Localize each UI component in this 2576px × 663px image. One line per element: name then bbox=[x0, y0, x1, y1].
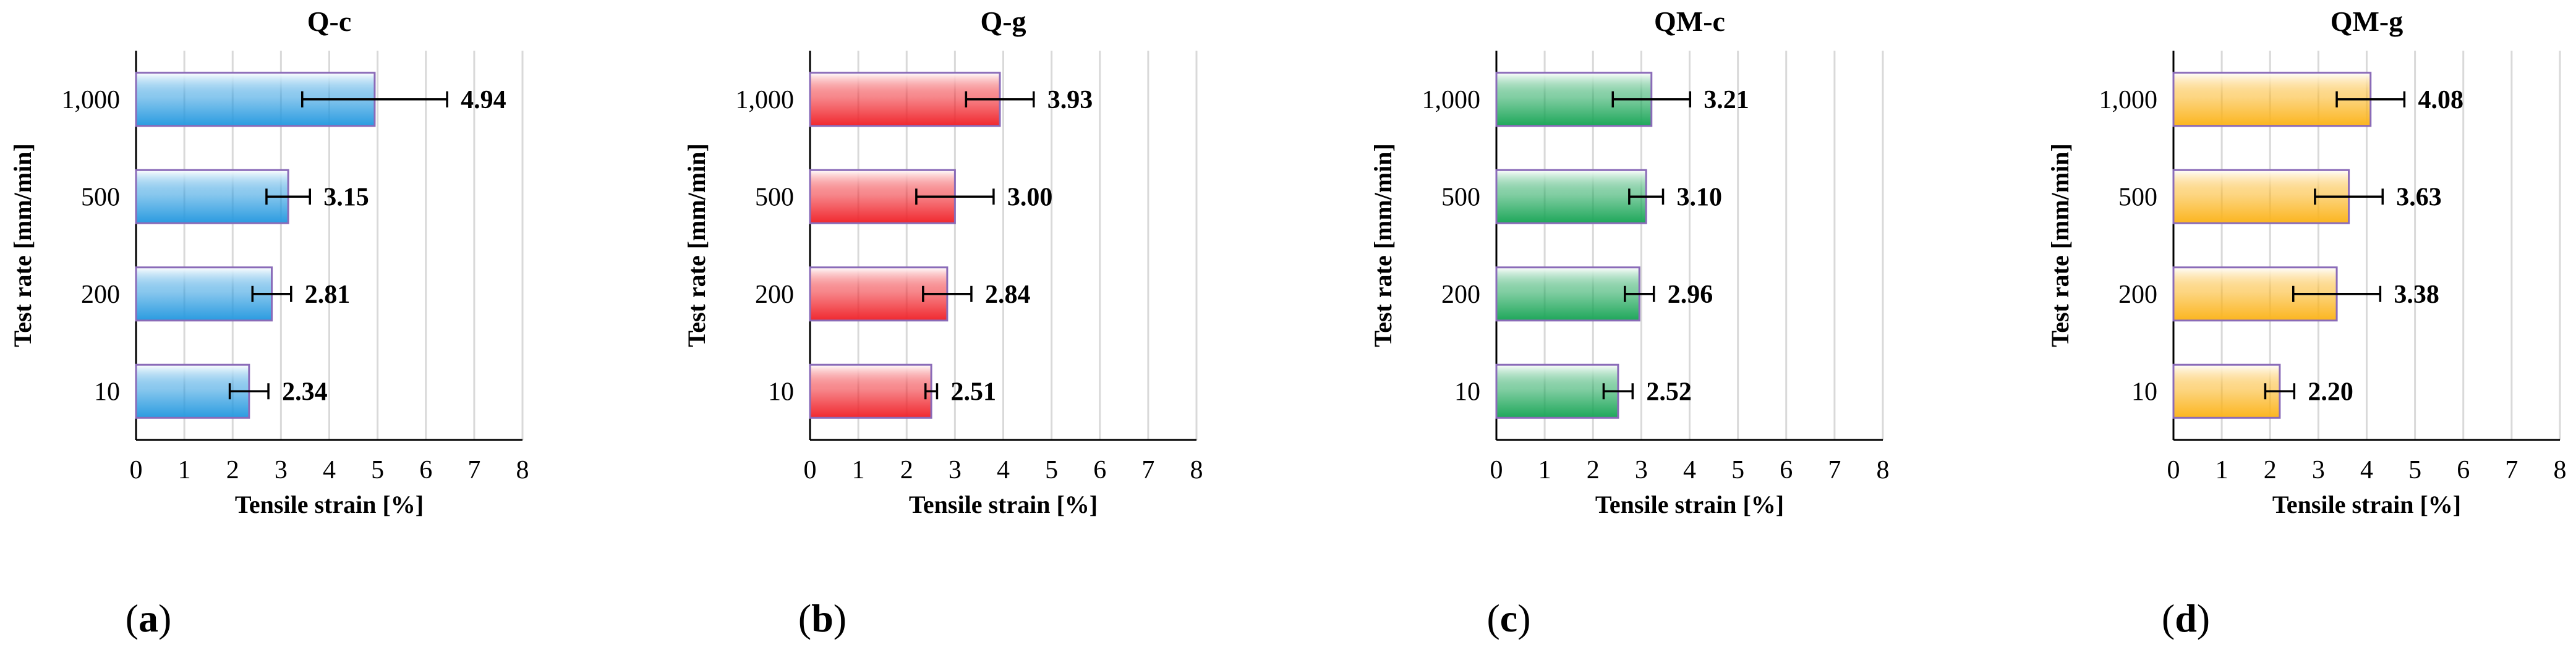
chart-panel-a: 0 1 2 3 4 5 6 7 8 1,000 4.94 500 3.15 200 2.81 10 2.34 Q-… bbox=[9, 6, 529, 640]
x-tick-label: 1 bbox=[852, 456, 865, 484]
x-tick-label: 5 bbox=[1045, 456, 1058, 484]
x-axis-label: Tensile strain [%] bbox=[235, 491, 424, 518]
panel-caption: (c) bbox=[1486, 596, 1530, 640]
chart-title: Q-c bbox=[307, 6, 352, 37]
bar bbox=[809, 363, 932, 419]
y-tick-label: 1,000 bbox=[62, 86, 121, 114]
y-tick-label: 200 bbox=[755, 281, 794, 309]
y-axis-label: Test rate [mm/min] bbox=[9, 143, 36, 347]
x-tick-label: 1 bbox=[1538, 456, 1551, 484]
y-tick-label: 200 bbox=[2118, 281, 2157, 309]
data-label: 3.10 bbox=[1677, 183, 1723, 211]
x-tick-label: 4 bbox=[1683, 456, 1696, 484]
bar bbox=[1495, 363, 1619, 419]
y-tick-label: 500 bbox=[81, 183, 120, 211]
y-tick-label: 10 bbox=[94, 378, 120, 406]
x-tick-label: 2 bbox=[900, 456, 913, 484]
chart-panel-d: 0 1 2 3 4 5 6 7 8 1,000 4.08 500 3.63 200 3.38 10 2.20 QM… bbox=[2046, 6, 2567, 640]
x-tick-label: 3 bbox=[1635, 456, 1648, 484]
x-tick-label: 6 bbox=[1093, 456, 1106, 484]
x-tick-label: 1 bbox=[178, 456, 191, 484]
panel-caption: (a) bbox=[126, 596, 172, 640]
y-tick-label: 10 bbox=[768, 378, 794, 406]
x-tick-label: 2 bbox=[1587, 456, 1600, 484]
y-tick-label: 200 bbox=[81, 281, 120, 309]
panel-caption: (b) bbox=[798, 596, 847, 640]
data-label: 2.51 bbox=[950, 378, 996, 406]
x-tick-label: 8 bbox=[2554, 456, 2567, 484]
x-tick-label: 0 bbox=[130, 456, 143, 484]
bar bbox=[135, 169, 289, 224]
x-tick-label: 2 bbox=[2264, 456, 2277, 484]
y-axis-label: Test rate [mm/min] bbox=[2046, 143, 2074, 347]
y-tick-label: 500 bbox=[1441, 183, 1480, 211]
panel-caption: (d) bbox=[2162, 596, 2210, 640]
chart-title: Q-g bbox=[980, 6, 1026, 37]
x-tick-label: 5 bbox=[1731, 456, 1744, 484]
y-axis-label: Test rate [mm/min] bbox=[683, 143, 710, 347]
x-axis-label: Tensile strain [%] bbox=[909, 491, 1098, 518]
data-label: 2.96 bbox=[1668, 281, 1713, 309]
x-tick-label: 8 bbox=[1877, 456, 1890, 484]
y-tick-label: 10 bbox=[2131, 378, 2157, 406]
data-label: 2.20 bbox=[2308, 378, 2353, 406]
data-label: 4.94 bbox=[461, 86, 506, 114]
data-label: 3.93 bbox=[1047, 86, 1093, 114]
data-label: 2.81 bbox=[305, 281, 351, 309]
y-tick-label: 500 bbox=[755, 183, 794, 211]
data-label: 3.63 bbox=[2396, 183, 2442, 211]
y-tick-label: 10 bbox=[1454, 378, 1480, 406]
x-axis-label: Tensile strain [%] bbox=[1595, 491, 1784, 518]
data-label: 2.52 bbox=[1646, 378, 1692, 406]
y-tick-label: 1,000 bbox=[2099, 86, 2158, 114]
x-tick-label: 0 bbox=[2167, 456, 2180, 484]
data-label: 3.15 bbox=[323, 183, 369, 211]
x-tick-label: 4 bbox=[2360, 456, 2373, 484]
data-label: 2.84 bbox=[985, 281, 1031, 309]
x-axis-label: Tensile strain [%] bbox=[2272, 491, 2461, 518]
data-label: 4.08 bbox=[2418, 86, 2463, 114]
data-label: 3.00 bbox=[1007, 183, 1053, 211]
x-tick-label: 8 bbox=[516, 456, 529, 484]
x-tick-label: 6 bbox=[1780, 456, 1793, 484]
bar bbox=[2172, 363, 2281, 419]
y-tick-label: 500 bbox=[2118, 183, 2157, 211]
bar bbox=[1495, 266, 1640, 322]
bar bbox=[135, 266, 273, 322]
x-tick-label: 6 bbox=[2457, 456, 2470, 484]
data-label: 3.21 bbox=[1704, 86, 1749, 114]
x-tick-label: 7 bbox=[1141, 456, 1154, 484]
data-label: 2.34 bbox=[282, 378, 328, 406]
x-tick-label: 8 bbox=[1190, 456, 1203, 484]
y-tick-label: 200 bbox=[1441, 281, 1480, 309]
x-tick-label: 7 bbox=[1828, 456, 1841, 484]
chart-title: QM-c bbox=[1654, 6, 1725, 37]
x-tick-label: 1 bbox=[2216, 456, 2228, 484]
x-tick-label: 0 bbox=[804, 456, 817, 484]
data-label: 3.38 bbox=[2394, 281, 2439, 309]
x-tick-label: 3 bbox=[949, 456, 962, 484]
x-tick-label: 7 bbox=[467, 456, 480, 484]
chart-title: QM-g bbox=[2331, 6, 2403, 37]
chart-panel-b: 0 1 2 3 4 5 6 7 8 1,000 3.93 500 3.00 200 2.84 10 2.51 Q-… bbox=[683, 6, 1203, 640]
bar bbox=[1495, 169, 1647, 224]
x-tick-label: 0 bbox=[1490, 456, 1503, 484]
chart-panel-c: 0 1 2 3 4 5 6 7 8 1,000 3.21 500 3.10 200 2.96 10 2.52 QM… bbox=[1369, 6, 1890, 640]
x-tick-label: 3 bbox=[275, 456, 288, 484]
x-tick-label: 6 bbox=[419, 456, 432, 484]
x-tick-label: 4 bbox=[997, 456, 1010, 484]
x-tick-label: 4 bbox=[323, 456, 336, 484]
x-tick-label: 3 bbox=[2312, 456, 2325, 484]
y-axis-label: Test rate [mm/min] bbox=[1369, 143, 1397, 347]
x-tick-label: 7 bbox=[2505, 456, 2518, 484]
x-tick-label: 5 bbox=[2408, 456, 2421, 484]
y-tick-label: 1,000 bbox=[1422, 86, 1481, 114]
x-tick-label: 2 bbox=[226, 456, 239, 484]
x-tick-label: 5 bbox=[371, 456, 384, 484]
y-tick-label: 1,000 bbox=[736, 86, 795, 114]
